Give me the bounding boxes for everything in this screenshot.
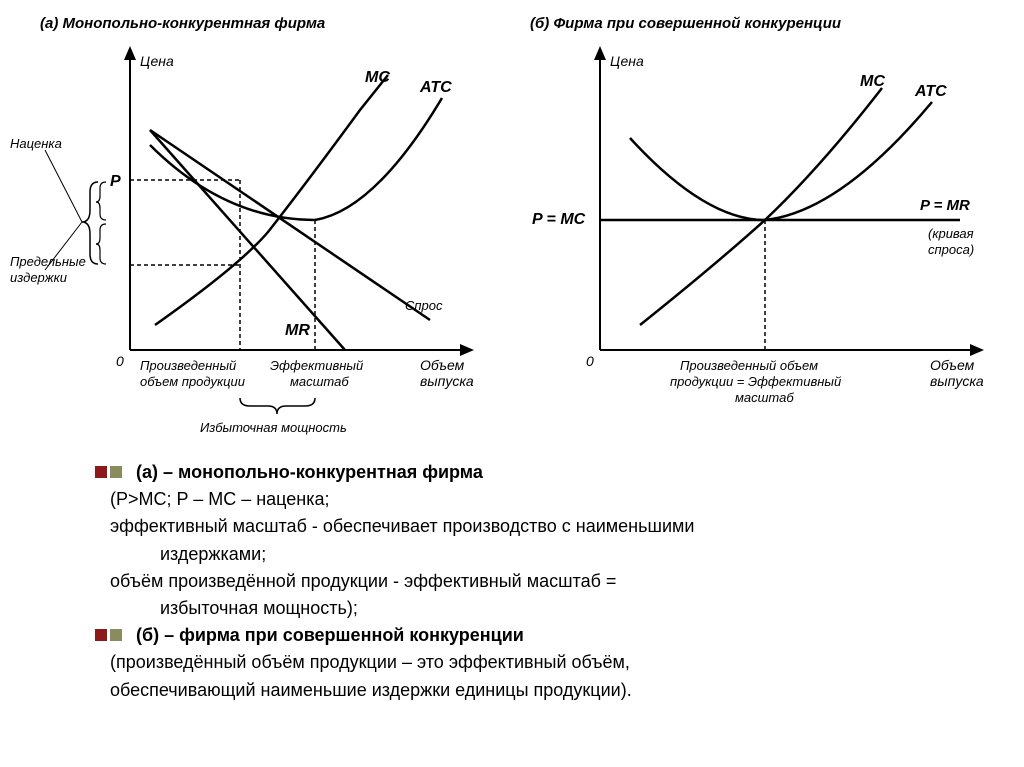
bullet-a-line: (а) – монопольно-конкурентная фирма — [110, 460, 1014, 485]
text-line-3: эффективный масштаб - обеспечивает произ… — [110, 514, 1014, 539]
demand-line — [150, 130, 430, 320]
text-line-4b: избыточная мощность); — [110, 596, 1014, 621]
produced-label-1: Произведенный — [140, 358, 236, 373]
slide-container: (а) Монопольно-конкурентная фирма Цена О… — [10, 10, 1014, 757]
x-label-b-2: выпуска — [930, 373, 984, 389]
mr-line — [150, 130, 345, 350]
pmr-label: P = MR — [920, 197, 970, 214]
marginal-cost-label-1: Предельные — [10, 254, 86, 269]
demand-label: Спрос — [405, 298, 443, 313]
atc-label: ATC — [419, 79, 452, 96]
x-arrow-b — [970, 344, 984, 356]
produced-label-2: объем продукции — [140, 374, 245, 389]
atc-label-b: ATC — [914, 83, 947, 100]
y-label-b: Цена — [610, 53, 644, 69]
bullet-b-line: (б) – фирма при совершенной конкуренции — [110, 623, 1014, 648]
pmc-label: P = MC — [532, 211, 586, 228]
brace-full — [82, 182, 98, 264]
brace-markup — [96, 182, 106, 220]
brace-mc-region — [96, 224, 106, 264]
x-axis-label-1: Объем — [420, 357, 465, 373]
text-block: (а) – монопольно-конкурентная фирма (P>M… — [10, 460, 1014, 703]
chart-a: (а) Монопольно-конкурентная фирма Цена О… — [10, 10, 500, 450]
mc-label: MC — [365, 69, 390, 86]
demand-note-1: (кривая — [928, 226, 974, 241]
efficient-label-1: Эффективный — [270, 358, 363, 373]
y-arrow-b — [594, 46, 606, 60]
chart-a-svg: (а) Монопольно-конкурентная фирма Цена О… — [10, 10, 500, 450]
xnote-b-1: Произведенный объем — [680, 358, 818, 373]
atc-curve-b — [630, 102, 932, 220]
origin-a: 0 — [116, 353, 124, 369]
p-label: P — [110, 173, 121, 190]
mc-label-b: MC — [860, 73, 885, 90]
text-line-6: (произведённый объём продукции – это эфф… — [110, 650, 1014, 675]
text-line-3b: издержками; — [110, 542, 1014, 567]
mc-curve-b — [640, 88, 882, 325]
chart-b-title: (б) Фирма при совершенной конкуренции — [530, 15, 841, 32]
bullet-a-icon — [110, 466, 122, 478]
leader-markup — [45, 150, 82, 222]
y-axis-label: Цена — [140, 53, 174, 69]
charts-row: (а) Монопольно-конкурентная фирма Цена О… — [10, 10, 1014, 450]
xnote-b-3: масштаб — [735, 390, 794, 405]
text-line-7: обеспечивающий наименьшие издержки едини… — [110, 678, 1014, 703]
chart-b-svg: (б) Фирма при совершенной конкуренции Це… — [520, 10, 1010, 450]
x-arrow — [460, 344, 474, 356]
x-axis-label-2: выпуска — [420, 373, 474, 389]
excess-label: Избыточная мощность — [200, 420, 347, 435]
y-arrow — [124, 46, 136, 60]
text-line-5: (б) – фирма при совершенной конкуренции — [136, 623, 524, 648]
text-line-1: (а) – монопольно-конкурентная фирма — [136, 460, 483, 485]
x-label-b-1: Объем — [930, 357, 975, 373]
brace-excess — [240, 398, 315, 414]
efficient-label-2: масштаб — [290, 374, 349, 389]
mc-curve — [155, 75, 388, 325]
xnote-b-2: продукции = Эффективный — [670, 374, 841, 389]
bullet-b-icon — [110, 629, 122, 641]
text-line-2: (P>MC; P – MC – наценка; — [110, 487, 1014, 512]
mr-label: MR — [285, 322, 310, 339]
text-line-4: объём произведённой продукции - эффектив… — [110, 569, 1014, 594]
chart-b: (б) Фирма при совершенной конкуренции Це… — [520, 10, 1010, 450]
chart-a-title: (а) Монопольно-конкурентная фирма — [40, 15, 325, 32]
origin-b: 0 — [586, 353, 594, 369]
demand-note-2: спроса) — [928, 242, 974, 257]
markup-label: Наценка — [10, 136, 62, 151]
marginal-cost-label-2: издержки — [10, 270, 67, 285]
